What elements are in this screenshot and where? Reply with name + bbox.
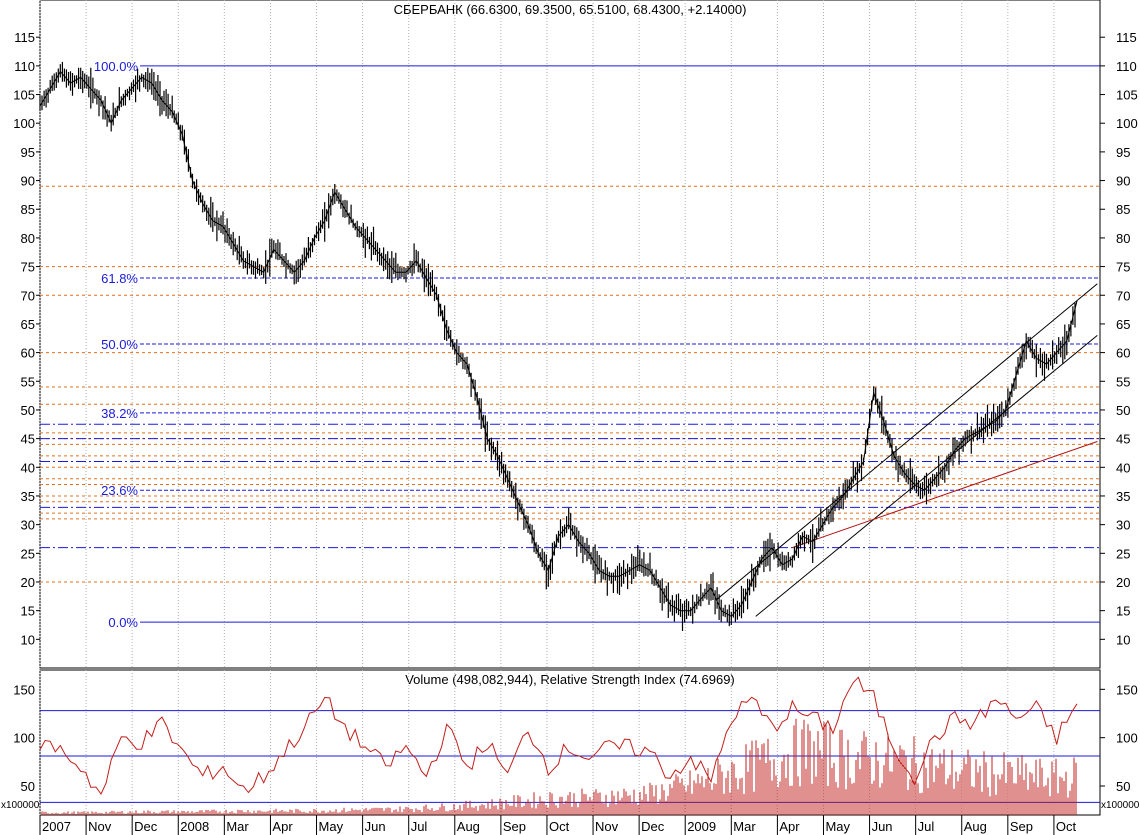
y-tick-label-left: 45 — [21, 432, 35, 447]
indicator-y-tick-left: 50 — [21, 779, 35, 794]
x-tick-label: Sep — [1010, 819, 1033, 834]
y-tick-label-left: 10 — [21, 632, 35, 647]
y-tick-label-right: 25 — [1116, 546, 1130, 561]
x-tick-label: 2007 — [42, 819, 71, 834]
x-tick-label: Aug — [964, 819, 987, 834]
indicator-panel: 50 50 100 100 150 150 x100000 x100000 — [1, 669, 1140, 816]
y-tick-label-right: 90 — [1116, 174, 1130, 189]
y-tick-label-left: 85 — [21, 202, 35, 217]
y-tick-label-left: 25 — [21, 546, 35, 561]
indicator-y-tick-left: 150 — [13, 682, 35, 697]
y-tick-label-right: 35 — [1116, 489, 1130, 504]
y-tick-label-right: 115 — [1116, 30, 1137, 45]
x-tick-label: Aug — [457, 819, 480, 834]
y-tick-label-right: 55 — [1116, 374, 1130, 389]
x-tick-label: Nov — [88, 819, 112, 834]
trend-channel-upper — [716, 283, 1098, 600]
y-tick-label-right: 20 — [1116, 575, 1130, 590]
y-tick-label-right: 45 — [1116, 432, 1130, 447]
y-tick-label-right: 85 — [1116, 202, 1130, 217]
y-tick-label-left: 15 — [21, 604, 35, 619]
x-tick-label: Jun — [365, 819, 386, 834]
y-tick-label-left: 50 — [21, 403, 35, 418]
indicator-title: Volume (498,082,944), Relative Strength … — [405, 672, 735, 687]
trend-support-line — [792, 441, 1098, 549]
chart-title: СБЕРБАНК (66.6300, 69.3500, 65.5100, 68.… — [394, 2, 747, 17]
price-line — [39, 70, 1078, 618]
y-tick-label-right: 100 — [1116, 116, 1138, 131]
y-tick-label-left: 90 — [21, 174, 35, 189]
x-tick-label: Oct — [1056, 819, 1077, 834]
fibonacci-level-label: 50.0% — [101, 337, 138, 352]
x-tick-label: Jun — [872, 819, 893, 834]
fibonacci-level-label: 0.0% — [108, 615, 138, 630]
y-tick-label-right: 15 — [1116, 604, 1130, 619]
y-tick-label-left: 95 — [21, 145, 35, 160]
y-tick-label-left: 20 — [21, 575, 35, 590]
y-tick-label-left: 60 — [21, 346, 35, 361]
y-tick-label-right: 60 — [1116, 346, 1130, 361]
x-axis: 2007 Nov Dec 2008 Mar Apr May Jun Jul Aug Sep Oct No… — [39, 815, 1077, 835]
y-tick-label-right: 40 — [1116, 460, 1130, 475]
multiplier-label-left: x100000 — [1, 800, 40, 811]
rsi-line — [39, 676, 1078, 795]
x-tick-label: Jul — [411, 819, 428, 834]
y-tick-label-right: 75 — [1116, 260, 1130, 275]
fibonacci-level-label: 38.2% — [101, 406, 138, 421]
y-tick-label-left: 30 — [21, 518, 35, 533]
x-tick-label: May — [825, 819, 850, 834]
y-tick-label-left: 105 — [13, 88, 35, 103]
price-frame — [39, 0, 1101, 669]
x-tick-label: Jul — [918, 819, 935, 834]
x-tick-label: Oct — [549, 819, 570, 834]
volume-bars — [41, 718, 1077, 815]
x-tick-label: Apr — [272, 819, 293, 834]
y-tick-label-left: 40 — [21, 460, 35, 475]
x-tick-label: May — [319, 819, 344, 834]
y-tick-label-left: 110 — [14, 59, 35, 74]
y-tick-label-left: 35 — [21, 489, 35, 504]
price-panel: 10 10 15 15 20 20 25 25 30 30 35 35 40 40 45 45 50 50 55 55… — [13, 0, 1138, 669]
x-tick-label: Sep — [503, 819, 526, 834]
indicator-y-tick-right: 50 — [1116, 779, 1130, 794]
indicator-y-tick-right: 100 — [1116, 731, 1138, 746]
fibonacci-level-label: 61.8% — [101, 271, 138, 286]
x-tick-label: 2008 — [180, 819, 209, 834]
y-tick-label-right: 110 — [1116, 59, 1137, 74]
multiplier-label-right: x100000 — [1101, 800, 1140, 811]
y-tick-label-right: 65 — [1116, 317, 1130, 332]
y-tick-label-left: 70 — [21, 288, 35, 303]
fibonacci-level-label: 23.6% — [101, 483, 138, 498]
y-tick-label-right: 50 — [1116, 403, 1130, 418]
x-tick-label: Mar — [226, 819, 249, 834]
x-tick-label: Dec — [134, 819, 158, 834]
y-tick-label-left: 55 — [21, 374, 35, 389]
x-tick-label: Apr — [779, 819, 800, 834]
x-tick-label: Nov — [595, 819, 619, 834]
y-tick-label-right: 105 — [1116, 88, 1138, 103]
fibonacci-level-label: 100.0% — [94, 59, 139, 74]
x-tick-label: 2009 — [687, 819, 716, 834]
y-tick-label-left: 115 — [14, 30, 35, 45]
y-tick-label-left: 65 — [21, 317, 35, 332]
x-tick-label: Mar — [733, 819, 756, 834]
y-tick-label-left: 80 — [21, 231, 35, 246]
price-bars — [39, 61, 1076, 631]
y-tick-label-left: 100 — [13, 116, 35, 131]
y-tick-label-left: 75 — [21, 260, 35, 275]
y-tick-label-right: 70 — [1116, 288, 1130, 303]
y-tick-label-right: 10 — [1116, 632, 1130, 647]
y-tick-label-right: 80 — [1116, 231, 1130, 246]
indicator-y-tick-right: 150 — [1116, 682, 1138, 697]
y-tick-label-right: 30 — [1116, 518, 1130, 533]
indicator-y-tick-left: 100 — [13, 731, 35, 746]
x-tick-label: Dec — [641, 819, 665, 834]
y-tick-label-right: 95 — [1116, 145, 1130, 160]
